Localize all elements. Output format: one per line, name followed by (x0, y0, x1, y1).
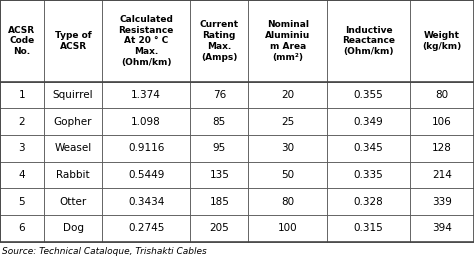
Bar (327, 188, 410, 215)
Text: 339: 339 (432, 196, 452, 207)
Text: 214: 214 (432, 170, 452, 180)
Bar (327, 0, 410, 82)
Text: Weight
(kg/km): Weight (kg/km) (422, 31, 462, 51)
Bar (102, 108, 190, 135)
Text: 20: 20 (281, 90, 294, 100)
Text: ACSR
Code
No.: ACSR Code No. (9, 26, 36, 56)
Text: 25: 25 (281, 117, 294, 127)
Text: 0.2745: 0.2745 (128, 223, 164, 233)
Bar (44, 215, 102, 242)
Text: Inductive
Reactance
(Ohm/km): Inductive Reactance (Ohm/km) (342, 26, 395, 56)
Text: 0.328: 0.328 (354, 196, 383, 207)
Bar (410, 162, 474, 188)
Text: 100: 100 (278, 223, 298, 233)
Bar (190, 162, 248, 188)
Text: 0.315: 0.315 (354, 223, 383, 233)
Text: Otter: Otter (59, 196, 87, 207)
Bar (0, 215, 44, 242)
Text: 95: 95 (213, 143, 226, 153)
Bar (0, 82, 44, 108)
Bar (327, 135, 410, 162)
Text: 0.349: 0.349 (354, 117, 383, 127)
Bar (102, 0, 190, 82)
Bar (327, 108, 410, 135)
Bar (190, 215, 248, 242)
Text: 0.345: 0.345 (354, 143, 383, 153)
Text: 128: 128 (432, 143, 452, 153)
Bar (248, 215, 327, 242)
Text: 30: 30 (281, 143, 294, 153)
Text: Nominal
Aluminiu
m Area
(mm²): Nominal Aluminiu m Area (mm²) (265, 20, 310, 62)
Bar (102, 135, 190, 162)
Bar (44, 0, 102, 82)
Bar (44, 82, 102, 108)
Text: Gopher: Gopher (54, 117, 92, 127)
Bar (44, 135, 102, 162)
Bar (190, 0, 248, 82)
Bar (44, 108, 102, 135)
Bar (248, 188, 327, 215)
Bar (410, 188, 474, 215)
Text: Type of
ACSR: Type of ACSR (55, 31, 91, 51)
Text: 3: 3 (18, 143, 25, 153)
Text: Calculated
Resistance
At 20 ° C
Max.
(Ohm/km): Calculated Resistance At 20 ° C Max. (Oh… (118, 15, 174, 67)
Text: 4: 4 (18, 170, 25, 180)
Bar (327, 215, 410, 242)
Bar (410, 135, 474, 162)
Bar (102, 215, 190, 242)
Text: 1.098: 1.098 (131, 117, 161, 127)
Bar (190, 188, 248, 215)
Bar (44, 162, 102, 188)
Text: 394: 394 (432, 223, 452, 233)
Bar (0, 0, 44, 82)
Bar (248, 108, 327, 135)
Bar (0, 162, 44, 188)
Text: 135: 135 (210, 170, 229, 180)
Text: 80: 80 (281, 196, 294, 207)
Text: 85: 85 (213, 117, 226, 127)
Text: 50: 50 (281, 170, 294, 180)
Bar (410, 82, 474, 108)
Text: Squirrel: Squirrel (53, 90, 93, 100)
Text: 205: 205 (210, 223, 229, 233)
Bar (327, 162, 410, 188)
Bar (410, 108, 474, 135)
Text: 0.355: 0.355 (354, 90, 383, 100)
Bar (0, 135, 44, 162)
Bar (0, 108, 44, 135)
Bar (248, 82, 327, 108)
Bar (410, 0, 474, 82)
Text: 0.335: 0.335 (354, 170, 383, 180)
Text: 80: 80 (436, 90, 449, 100)
Text: 106: 106 (432, 117, 452, 127)
Text: 0.5449: 0.5449 (128, 170, 164, 180)
Text: 185: 185 (210, 196, 229, 207)
Text: Source: Technical Cataloque, Trishakti Cables: Source: Technical Cataloque, Trishakti C… (2, 247, 207, 256)
Bar (102, 82, 190, 108)
Bar (44, 188, 102, 215)
Text: 0.9116: 0.9116 (128, 143, 164, 153)
Bar (248, 162, 327, 188)
Text: 0.3434: 0.3434 (128, 196, 164, 207)
Text: Rabbit: Rabbit (56, 170, 90, 180)
Bar (190, 135, 248, 162)
Bar (248, 135, 327, 162)
Text: 76: 76 (213, 90, 226, 100)
Text: 1: 1 (18, 90, 25, 100)
Text: 5: 5 (18, 196, 25, 207)
Text: Dog: Dog (63, 223, 83, 233)
Bar (102, 162, 190, 188)
Text: 2: 2 (18, 117, 25, 127)
Bar (410, 215, 474, 242)
Bar (102, 188, 190, 215)
Bar (327, 82, 410, 108)
Bar (190, 108, 248, 135)
Text: 6: 6 (18, 223, 25, 233)
Bar (248, 0, 327, 82)
Bar (190, 82, 248, 108)
Text: Current
Rating
Max.
(Amps): Current Rating Max. (Amps) (200, 20, 239, 62)
Text: 1.374: 1.374 (131, 90, 161, 100)
Bar (0, 188, 44, 215)
Text: Weasel: Weasel (55, 143, 91, 153)
